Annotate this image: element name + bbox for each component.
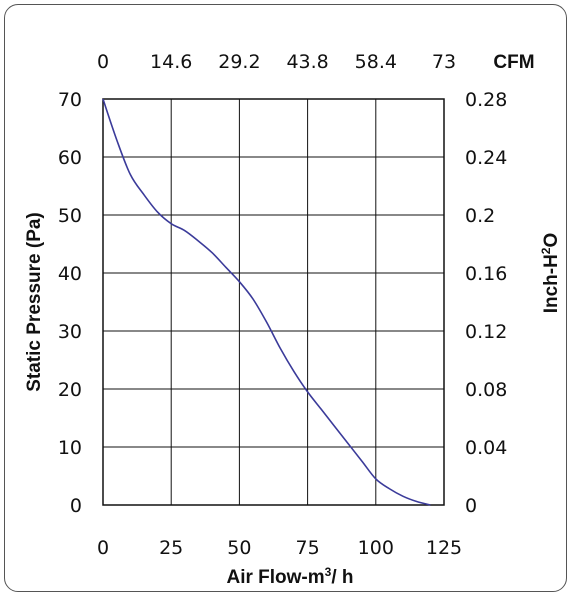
right-tick-label-7: 0.28 [465, 89, 507, 111]
y-tick-label-7: 70 [58, 89, 82, 111]
right-tick-label-6: 0.24 [465, 147, 507, 169]
x-tick-label-0: 0 [97, 537, 109, 559]
y-tick-label-5: 50 [58, 205, 82, 227]
y-tick-label-0: 0 [70, 495, 82, 517]
top-axis-title: CFM [493, 52, 534, 73]
top-tick-label-1: 14.6 [150, 51, 192, 73]
y-tick-label-6: 60 [58, 147, 82, 169]
x-tick-label-1: 25 [159, 537, 183, 559]
curves [102, 98, 431, 506]
x-tick-label-3: 75 [296, 537, 320, 559]
top-tick-label-5: 73 [432, 51, 456, 73]
chart-frame [4, 4, 567, 592]
y-axis-title: Static Pressure (Pa) [24, 212, 45, 392]
top-tick-label-0: 0 [97, 51, 109, 73]
top-tick-label-2: 29.2 [218, 51, 260, 73]
x-axis-title: Air Flow-m3/ h [226, 565, 353, 588]
right-tick-label-1: 0.04 [465, 437, 507, 459]
y-tick-label-1: 10 [58, 437, 82, 459]
x-tick-label-4: 100 [358, 537, 394, 559]
y-tick-label-3: 30 [58, 321, 82, 343]
x-tick-label-5: 125 [426, 537, 462, 559]
right-tick-label-3: 0.12 [465, 321, 507, 343]
grid [102, 98, 445, 506]
right-tick-label-4: 0.16 [465, 263, 507, 285]
top-tick-label-3: 43.8 [286, 51, 328, 73]
y-tick-label-4: 40 [58, 263, 82, 285]
top-tick-label-4: 58.4 [355, 51, 397, 73]
x-tick-label-2: 50 [227, 537, 251, 559]
right-axis-title: Inch-H2O [539, 233, 562, 314]
right-tick-label-0: 0 [465, 495, 477, 517]
curve-line-0 [102, 98, 431, 506]
right-tick-label-5: 0.2 [465, 205, 495, 227]
plot-area-border [102, 98, 445, 506]
y-tick-label-2: 20 [58, 379, 82, 401]
right-tick-label-2: 0.08 [465, 379, 507, 401]
